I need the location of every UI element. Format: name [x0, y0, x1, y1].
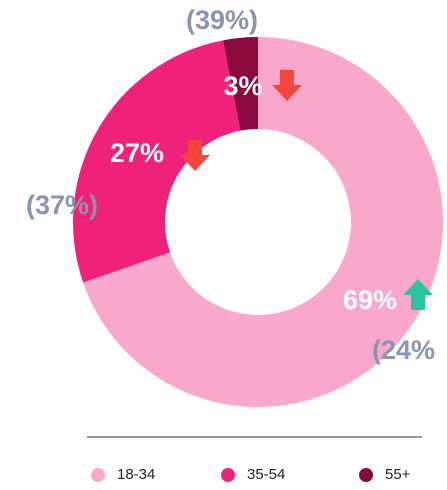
legend-label: 18-34: [117, 466, 155, 483]
legend-label: 35-54: [247, 466, 285, 483]
value-label: 69%: [343, 285, 397, 315]
legend-swatch: [359, 468, 373, 482]
comparison-label: (39%): [186, 5, 258, 35]
legend-label: 55+: [385, 466, 411, 483]
trend-arrow: [403, 279, 433, 310]
legend-swatch: [91, 468, 105, 482]
donut-slice: [222, 37, 258, 131]
trend-arrow: [272, 70, 302, 101]
donut-slice: [73, 40, 241, 283]
donut-slice: [83, 37, 444, 408]
trend-arrow: [180, 140, 210, 171]
comparison-label: (24%: [372, 335, 435, 365]
value-label: 3%: [223, 71, 262, 101]
comparison-label: (37%): [26, 190, 98, 220]
legend-swatch: [221, 468, 235, 482]
value-label: 27%: [110, 138, 164, 168]
